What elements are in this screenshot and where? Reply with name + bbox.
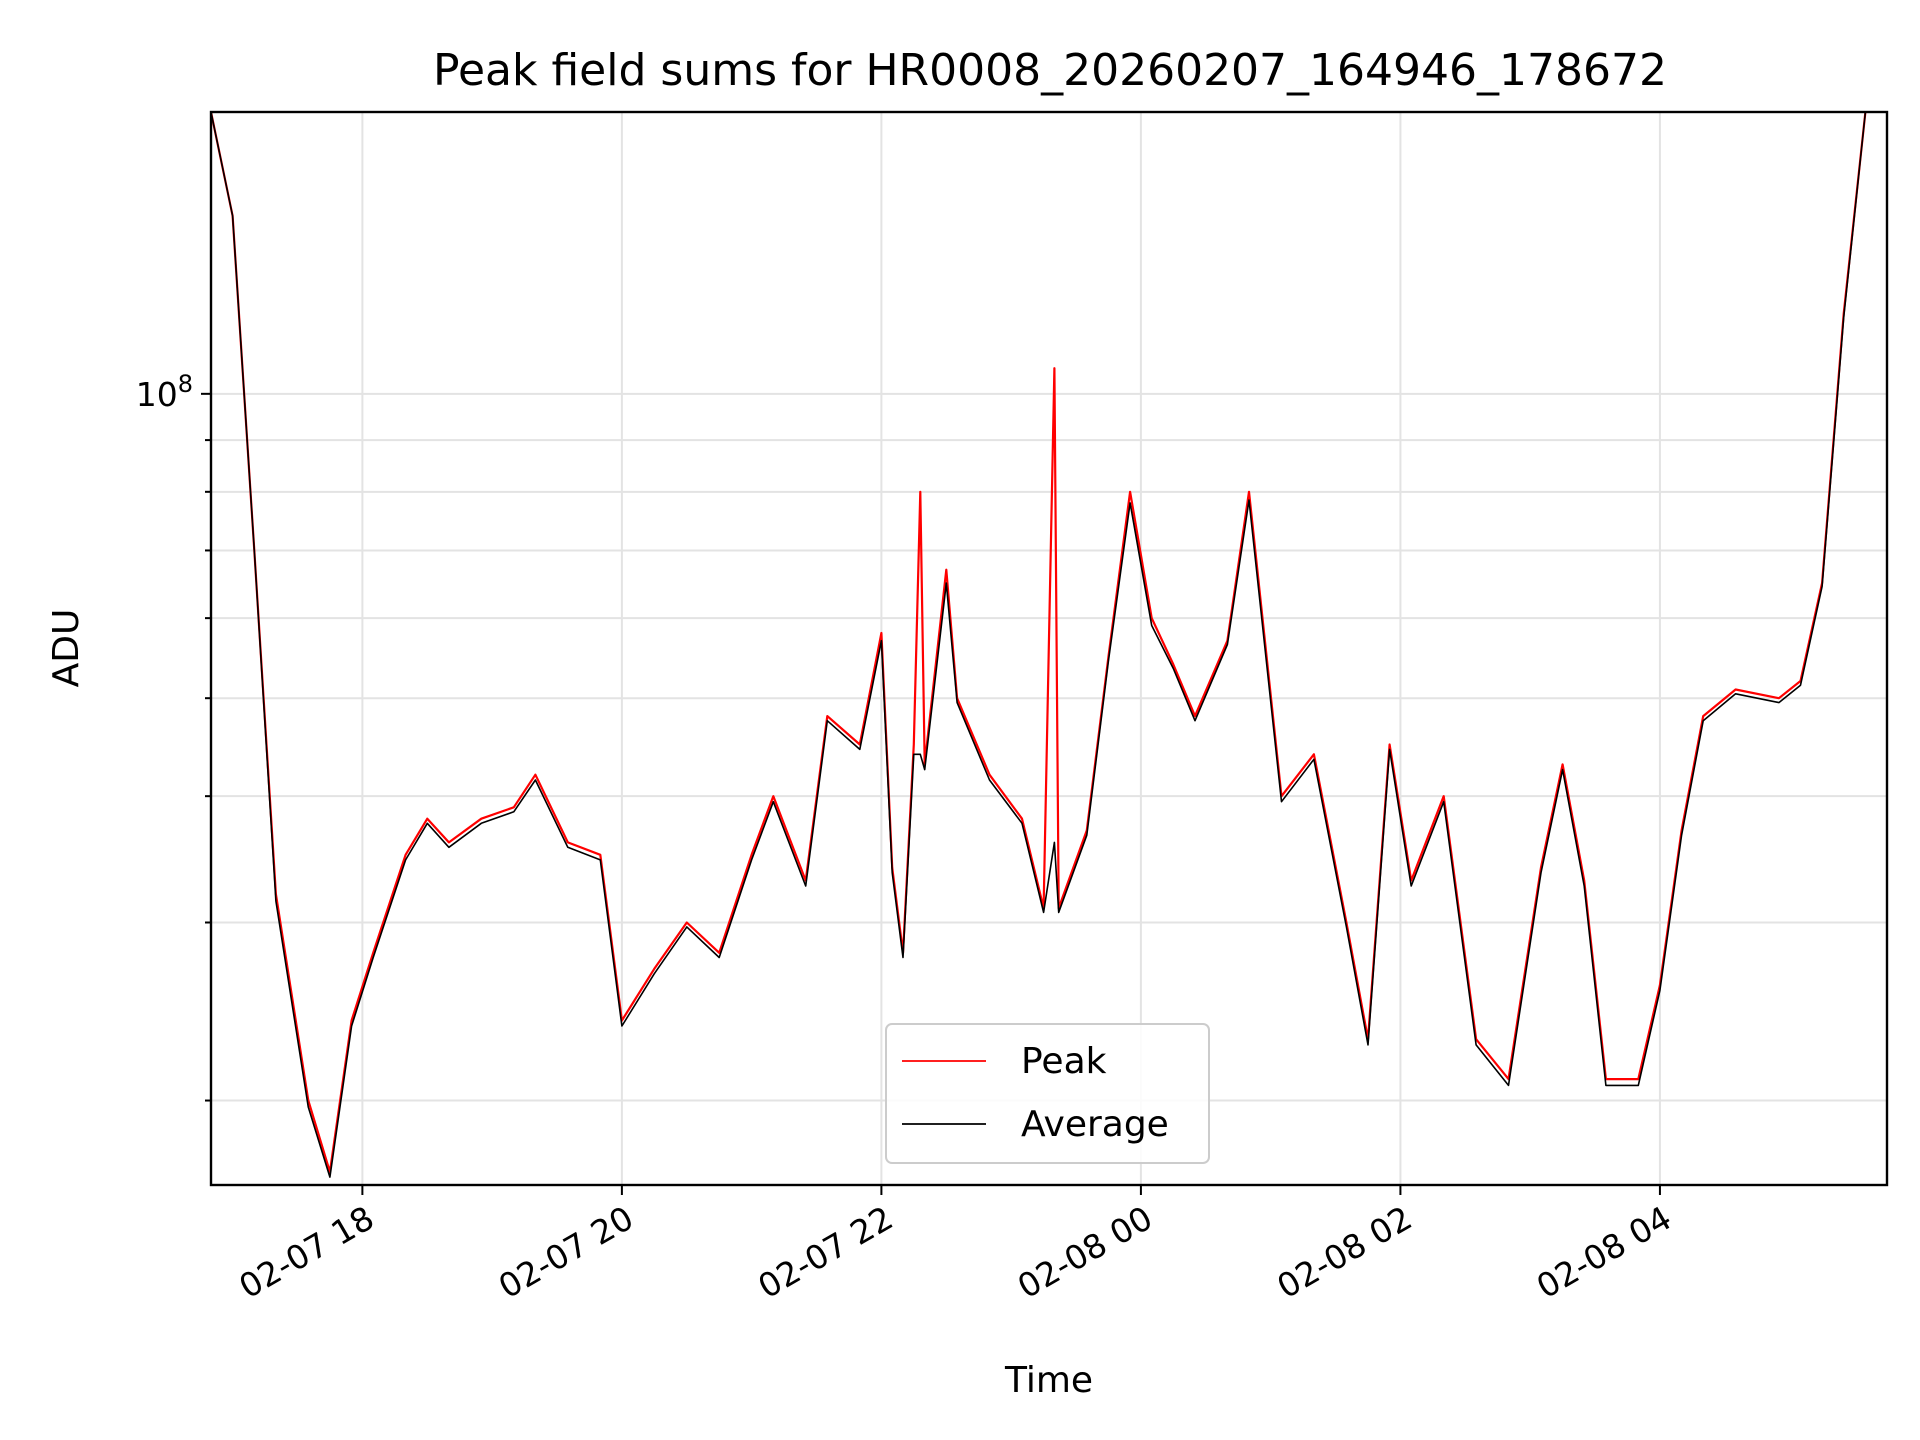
legend-label-average: Average	[1021, 1104, 1169, 1145]
chart-title: Peak field sums for HR0008_20260207_1649…	[433, 45, 1667, 96]
y-tick-label-0: 108	[136, 370, 193, 414]
y-axis-label: ADU	[46, 609, 87, 688]
grid-layer	[211, 112, 1887, 1185]
series-line-peak	[211, 112, 1867, 1174]
x-axis-label: Time	[1004, 1360, 1093, 1401]
plot-frame	[209, 110, 1889, 1187]
plot-area	[211, 112, 1867, 1178]
series-layer	[211, 112, 1867, 1178]
series-line-average	[211, 112, 1867, 1178]
legend-label-peak: Peak	[1021, 1041, 1107, 1082]
legend: Peak Average	[885, 1023, 1210, 1164]
legend-frame	[885, 1023, 1210, 1164]
